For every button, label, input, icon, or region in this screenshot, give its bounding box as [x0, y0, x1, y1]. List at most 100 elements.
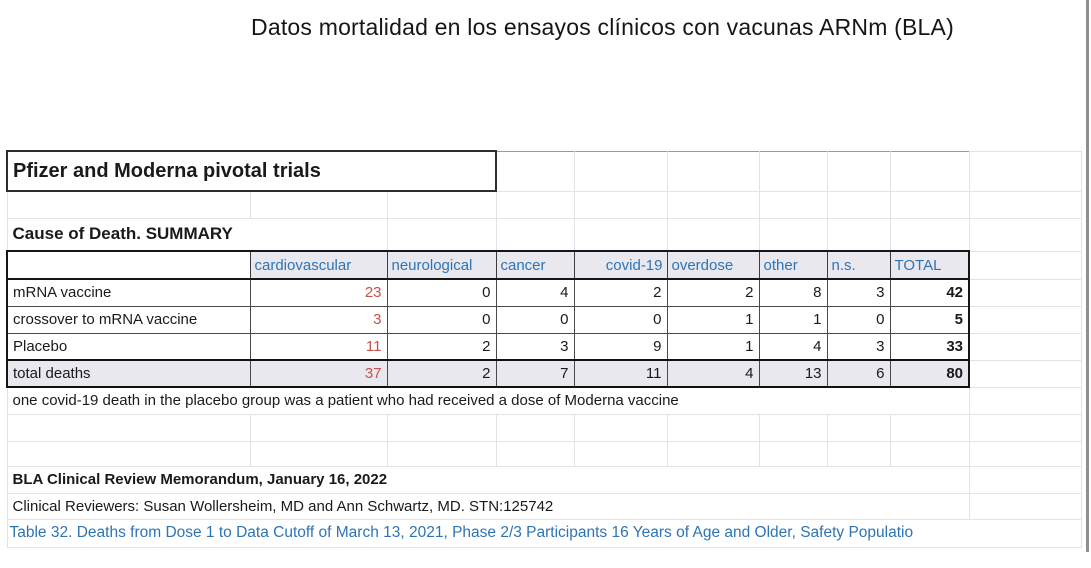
empty-cell[interactable]: [889, 190, 970, 219]
column-header[interactable]: cardiovascular: [249, 250, 388, 280]
empty-cell[interactable]: [495, 190, 575, 219]
table-cell[interactable]: 37: [249, 359, 388, 388]
table-cell[interactable]: 1: [666, 332, 760, 361]
column-header[interactable]: covid-19: [573, 250, 668, 280]
empty-cell[interactable]: [889, 413, 970, 442]
table-cell[interactable]: 3: [495, 332, 575, 361]
empty-cell[interactable]: [758, 217, 828, 252]
empty-cell[interactable]: [386, 440, 497, 467]
empty-cell[interactable]: [826, 440, 891, 467]
empty-cell[interactable]: [573, 413, 668, 442]
table-cell[interactable]: 2: [386, 332, 497, 361]
empty-cell[interactable]: [889, 440, 970, 467]
table-cell[interactable]: 4: [666, 359, 760, 388]
column-header[interactable]: overdose: [666, 250, 760, 280]
empty-cell[interactable]: [573, 190, 668, 219]
row-label[interactable]: total deaths: [6, 359, 251, 388]
table-cell[interactable]: 3: [249, 305, 388, 334]
empty-cell[interactable]: [968, 278, 1082, 307]
empty-cell[interactable]: [758, 413, 828, 442]
table-cell[interactable]: 7: [495, 359, 575, 388]
empty-cell[interactable]: [758, 150, 828, 192]
empty-cell[interactable]: [758, 190, 828, 219]
table-cell[interactable]: 1: [758, 305, 828, 334]
empty-cell[interactable]: [495, 217, 575, 252]
row-label[interactable]: mRNA vaccine: [6, 278, 251, 307]
slide-title: Datos mortalidad en los ensayos clínicos…: [251, 14, 954, 40]
empty-cell[interactable]: [968, 465, 1082, 494]
empty-cell[interactable]: [495, 413, 575, 442]
table-cell[interactable]: 3: [826, 332, 891, 361]
table-cell[interactable]: 23: [249, 278, 388, 307]
empty-cell[interactable]: [666, 217, 760, 252]
table-cell[interactable]: 2: [386, 359, 497, 388]
column-header-total[interactable]: TOTAL: [889, 250, 970, 280]
table-cell[interactable]: 6: [826, 359, 891, 388]
column-header[interactable]: n.s.: [826, 250, 891, 280]
empty-cell[interactable]: [968, 413, 1082, 442]
empty-cell[interactable]: [6, 413, 251, 442]
empty-cell[interactable]: [249, 413, 388, 442]
table-cell[interactable]: 4: [758, 332, 828, 361]
table-cell[interactable]: 0: [573, 305, 668, 334]
empty-cell[interactable]: [826, 413, 891, 442]
table-cell[interactable]: 0: [386, 305, 497, 334]
row-label[interactable]: crossover to mRNA vaccine: [6, 305, 251, 334]
empty-cell[interactable]: [758, 440, 828, 467]
table-header-row: cardiovascular neurological cancer covid…: [6, 250, 1082, 280]
column-header[interactable]: cancer: [495, 250, 575, 280]
table-cell-total[interactable]: 33: [889, 332, 970, 361]
empty-cell[interactable]: [968, 305, 1082, 334]
table-cell[interactable]: 2: [666, 278, 760, 307]
table-cell[interactable]: 8: [758, 278, 828, 307]
empty-cell[interactable]: [573, 217, 668, 252]
empty-cell[interactable]: [889, 217, 970, 252]
empty-cell[interactable]: [666, 413, 760, 442]
row-label-header[interactable]: [6, 250, 251, 280]
table-cell-total[interactable]: 42: [889, 278, 970, 307]
empty-cell[interactable]: [968, 150, 1082, 192]
table-cell[interactable]: 9: [573, 332, 668, 361]
empty-cell[interactable]: [889, 150, 970, 192]
empty-cell[interactable]: [666, 440, 760, 467]
empty-cell[interactable]: [968, 190, 1082, 219]
table-cell[interactable]: 0: [386, 278, 497, 307]
empty-cell[interactable]: [826, 150, 891, 192]
empty-cell[interactable]: [386, 413, 497, 442]
empty-cell[interactable]: [386, 217, 497, 252]
empty-cell[interactable]: [826, 190, 891, 219]
empty-cell[interactable]: [826, 217, 891, 252]
empty-cell[interactable]: [495, 440, 575, 467]
empty-cell[interactable]: [249, 440, 388, 467]
empty-cell[interactable]: [968, 492, 1082, 520]
row-label[interactable]: Placebo: [6, 332, 251, 361]
column-header[interactable]: other: [758, 250, 828, 280]
table-cell[interactable]: 2: [573, 278, 668, 307]
table-cell[interactable]: 1: [666, 305, 760, 334]
empty-cell[interactable]: [968, 440, 1082, 467]
empty-cell[interactable]: [6, 190, 251, 219]
empty-cell[interactable]: [968, 217, 1082, 252]
table-cell-total[interactable]: 80: [889, 359, 970, 388]
empty-cell[interactable]: [968, 386, 1082, 415]
empty-cell[interactable]: [386, 190, 497, 219]
empty-cell[interactable]: [6, 440, 251, 467]
empty-cell[interactable]: [666, 150, 760, 192]
table-cell-total[interactable]: 5: [889, 305, 970, 334]
table-cell[interactable]: 11: [249, 332, 388, 361]
table-cell[interactable]: 3: [826, 278, 891, 307]
empty-cell[interactable]: [666, 190, 760, 219]
empty-cell[interactable]: [968, 359, 1082, 388]
empty-cell[interactable]: [249, 190, 388, 219]
table-cell[interactable]: 11: [573, 359, 668, 388]
table-cell[interactable]: 4: [495, 278, 575, 307]
empty-cell[interactable]: [573, 440, 668, 467]
column-header[interactable]: neurological: [386, 250, 497, 280]
empty-cell[interactable]: [968, 332, 1082, 361]
table-cell[interactable]: 13: [758, 359, 828, 388]
table-cell[interactable]: 0: [826, 305, 891, 334]
empty-cell[interactable]: [573, 150, 668, 192]
empty-cell[interactable]: [968, 250, 1082, 280]
table-cell[interactable]: 0: [495, 305, 575, 334]
empty-cell[interactable]: [495, 150, 575, 192]
